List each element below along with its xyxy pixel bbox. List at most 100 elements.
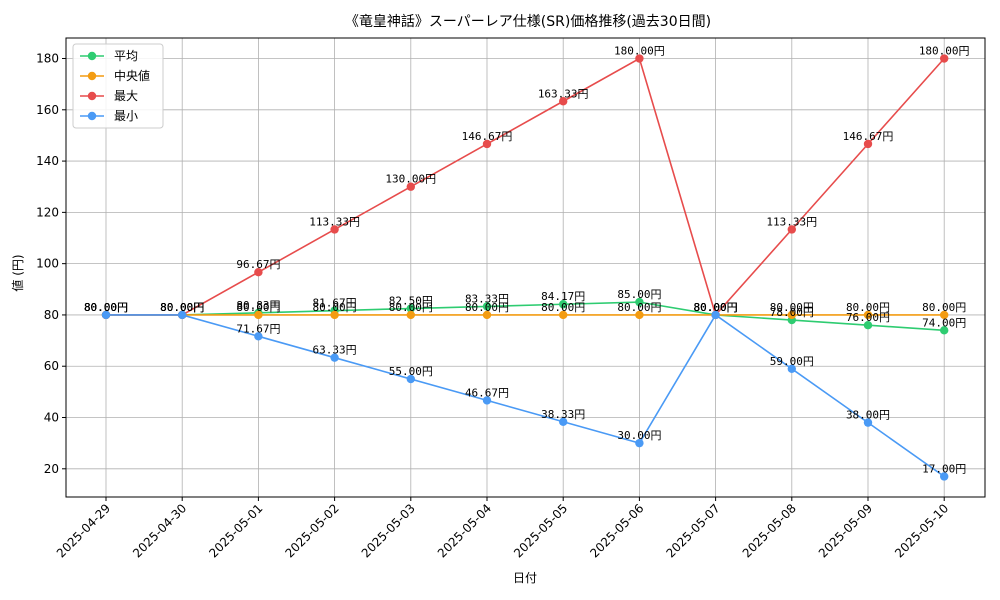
data-label: 113.33円	[766, 215, 817, 228]
data-point	[406, 304, 415, 313]
data-label: 80.00円	[84, 301, 128, 314]
x-axis-title: 日付	[513, 571, 537, 585]
legend-marker	[87, 111, 97, 121]
data-label: 80.00円	[160, 301, 204, 314]
data-label: 80.83円	[236, 299, 280, 312]
data-point	[254, 310, 263, 320]
plot-frame	[65, 37, 986, 498]
data-point	[330, 225, 339, 234]
data-label: 96.67円	[236, 258, 280, 271]
data-label: 80.00円	[313, 301, 357, 314]
data-point	[711, 310, 720, 320]
y-tick-label: 160	[36, 103, 59, 117]
data-label: 80.00円	[770, 301, 814, 314]
grid-layer	[66, 38, 985, 497]
data-label: 74.00円	[922, 316, 966, 329]
series-line-3	[106, 57, 945, 317]
data-point	[559, 97, 568, 106]
data-label: 17.00円	[922, 462, 966, 475]
data-point	[635, 54, 644, 63]
data-point	[863, 310, 873, 320]
chart-title: 《竜皇神話》スーパーレア仕様(SR)価格推移(過去30日間)	[345, 13, 711, 30]
data-label: 83.33円	[465, 292, 509, 305]
data-label: 55.00円	[389, 365, 433, 378]
data-label: 80.00円	[694, 301, 738, 314]
y-tick-label: 120	[36, 205, 59, 219]
x-tick-label: 2025-05-09	[816, 501, 875, 560]
data-label: 80.00円	[389, 301, 433, 314]
data-label: 130.00円	[385, 173, 436, 186]
x-tick-label: 2025-05-06	[587, 501, 646, 560]
data-point	[178, 310, 187, 320]
data-point	[940, 326, 949, 335]
legend-label: 最大	[114, 89, 138, 103]
x-tick-label: 2025-04-30	[130, 501, 189, 560]
data-label: 80.00円	[694, 301, 738, 314]
data-point	[787, 225, 796, 234]
data-label: 80.00円	[617, 301, 661, 314]
data-point	[482, 302, 492, 311]
data-label: 80.00円	[922, 301, 966, 314]
data-label-layer: 80.00円 80.00円 80.83円 81.67円 82.50円 83.33円 84.1…	[84, 45, 970, 476]
data-point	[863, 139, 873, 149]
data-point	[940, 310, 949, 320]
legend-marker	[87, 51, 97, 61]
data-point	[406, 182, 415, 191]
data-label: 63.33円	[313, 344, 357, 357]
y-tick-label: 140	[36, 154, 59, 168]
data-label: 146.67円	[462, 130, 513, 143]
data-point	[559, 310, 568, 320]
data-point	[940, 472, 949, 481]
x-tick-label: 2025-05-05	[511, 501, 570, 560]
legend-marker	[87, 91, 97, 101]
data-label: 71.67円	[236, 322, 280, 335]
y-tick-label: 100	[36, 257, 59, 271]
data-label: 80.00円	[160, 301, 204, 314]
data-label: 146.67円	[843, 130, 894, 143]
data-label: 80.00円	[160, 301, 204, 314]
data-label: 80.00円	[694, 301, 738, 314]
data-label: 80.00円	[465, 301, 509, 314]
data-label: 180.00円	[614, 45, 665, 58]
x-tick-label: 2025-05-02	[283, 501, 342, 560]
series-line-4	[106, 313, 945, 478]
data-label: 80.00円	[694, 301, 738, 314]
data-point	[482, 396, 492, 405]
data-point	[787, 364, 796, 373]
data-point	[406, 310, 415, 320]
data-label: 80.00円	[541, 301, 585, 314]
data-label: 113.33円	[309, 215, 360, 228]
data-point	[254, 332, 263, 341]
legend-label: 中央値	[114, 68, 150, 83]
y-axis-title: 値 (円)	[10, 254, 25, 291]
series-line-1	[106, 301, 945, 332]
data-label: 59.00円	[770, 355, 814, 368]
legend-label: 最小	[114, 109, 138, 123]
y-tick-label: 180	[36, 52, 59, 66]
data-label: 84.17円	[541, 290, 585, 303]
data-point	[787, 310, 796, 320]
data-label: 80.00円	[236, 301, 280, 314]
data-point	[482, 310, 492, 320]
data-label: 80.00円	[84, 301, 128, 314]
data-label: 80.00円	[84, 301, 128, 314]
data-label: 80.00円	[846, 301, 890, 314]
data-point	[863, 418, 873, 427]
data-label: 163.33円	[538, 87, 589, 100]
legend-label: 平均	[114, 49, 138, 63]
data-label: 38.00円	[846, 409, 890, 422]
data-point	[101, 310, 111, 320]
legend-box	[72, 43, 164, 129]
data-label: 46.67円	[465, 386, 509, 399]
legend-marker	[87, 71, 97, 81]
data-point	[559, 300, 568, 309]
data-label: 82.50円	[389, 295, 433, 308]
data-label: 80.00円	[160, 301, 204, 314]
x-tick-label: 2025-05-07	[664, 501, 723, 560]
data-point	[635, 310, 644, 320]
data-point	[559, 417, 568, 426]
data-label: 78.00円	[770, 306, 814, 319]
data-label: 180.00円	[919, 45, 970, 58]
